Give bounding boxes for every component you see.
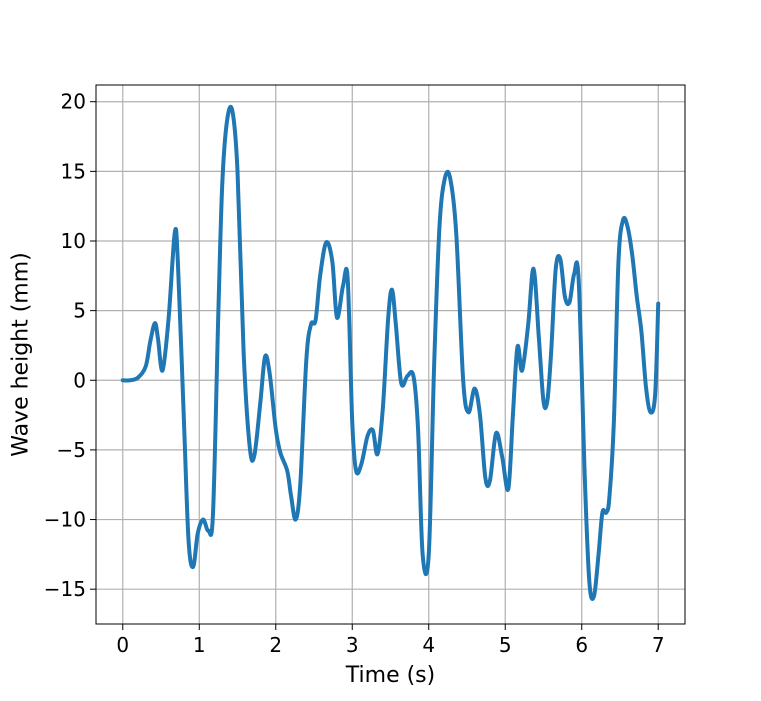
axis-ticks: 0 1 2 3 4 5 6 7 −15 −10 −5 0 5 10 15 20 <box>44 90 665 657</box>
x-tick-label: 0 <box>116 633 129 657</box>
x-tick-label: 1 <box>193 633 206 657</box>
x-axis-label: Time (s) <box>345 663 435 688</box>
y-tick-label: −5 <box>57 438 86 462</box>
wave-height-series-line <box>120 104 661 601</box>
x-tick-label: 3 <box>346 633 359 657</box>
y-tick-label: 15 <box>61 159 86 183</box>
y-tick-label: 10 <box>61 229 86 253</box>
y-axis-label: Wave height (mm) <box>9 252 34 457</box>
x-tick-label: 5 <box>499 633 512 657</box>
x-tick-label: 6 <box>575 633 588 657</box>
y-tick-label: 5 <box>73 299 86 323</box>
x-tick-label: 7 <box>652 633 665 657</box>
x-tick-label: 2 <box>269 633 282 657</box>
y-tick-label: −15 <box>44 577 86 601</box>
x-tick-label: 4 <box>422 633 435 657</box>
y-tick-label: 0 <box>73 368 86 392</box>
plot-area-frame <box>95 84 686 625</box>
y-tick-label: 20 <box>61 90 86 114</box>
y-tick-label: −10 <box>44 508 86 532</box>
